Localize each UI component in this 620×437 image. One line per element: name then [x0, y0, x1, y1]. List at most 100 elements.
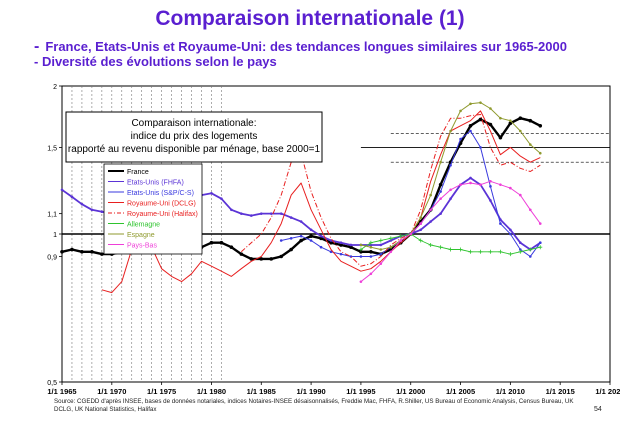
data-point: [499, 222, 502, 225]
y-tick-label: 0,5: [47, 380, 57, 387]
data-point: [369, 255, 373, 258]
chart-title-line: indice du prix des logements: [131, 131, 258, 142]
data-point: [469, 181, 472, 185]
data-point: [419, 216, 422, 219]
data-point: [519, 248, 522, 251]
legend-label: Etats-Unis (S&P/C-S): [127, 190, 194, 197]
data-point: [259, 257, 264, 261]
data-point: [388, 236, 393, 241]
legend-label: Pays-Bas: [127, 243, 157, 250]
y-tick-label: 1: [53, 232, 57, 239]
data-point: [359, 243, 363, 247]
data-point: [299, 234, 303, 238]
data-point: [428, 242, 433, 247]
data-point: [538, 123, 543, 128]
data-point: [469, 129, 472, 133]
data-point: [489, 199, 492, 202]
data-point: [269, 212, 273, 215]
data-point: [90, 208, 94, 212]
data-point: [250, 214, 253, 217]
data-point: [429, 193, 432, 197]
data-point: [239, 252, 244, 256]
data-point: [439, 190, 442, 193]
data-point: [368, 240, 373, 245]
slide-bullets: - France, Etats-Unis et Royaume-Uni: des …: [34, 38, 567, 70]
data-point: [229, 245, 234, 250]
page-number: 54: [594, 406, 602, 413]
data-point: [489, 185, 492, 188]
data-point: [469, 176, 472, 180]
data-point: [279, 254, 284, 259]
bullet-1: - France, Etats-Unis et Royaume-Uni: des …: [34, 38, 567, 55]
data-point: [240, 212, 243, 215]
data-point: [509, 232, 512, 236]
data-point: [329, 250, 333, 254]
y-tick-label: 0,9: [47, 254, 57, 261]
data-point: [499, 183, 502, 186]
data-point: [319, 234, 323, 238]
data-point: [468, 123, 473, 128]
legend-label: Royaume-Uni (Halifax): [127, 211, 198, 218]
data-point: [498, 249, 503, 254]
data-point: [478, 117, 483, 122]
y-tick-label: 1,5: [47, 145, 57, 152]
data-point: [369, 245, 373, 249]
data-point: [528, 255, 532, 258]
data-point: [339, 243, 343, 247]
data-point: [358, 247, 363, 252]
data-point: [60, 188, 64, 192]
data-point: [389, 245, 393, 249]
x-tick-label: 1/1 1995: [346, 387, 375, 396]
data-point: [359, 255, 363, 258]
legend: France Etats-Unis (FHFA) Etats-Unis (S&P/C…: [103, 163, 203, 255]
x-tick-label: 1/1 1990: [296, 387, 325, 396]
data-point: [459, 137, 462, 141]
x-tick-label: 1/1 1985: [247, 387, 276, 396]
data-point: [458, 247, 463, 252]
data-point: [519, 241, 522, 245]
data-point: [489, 179, 492, 183]
data-point: [439, 212, 442, 215]
data-point: [339, 241, 343, 245]
data-point: [468, 249, 473, 254]
legend-frame: [103, 163, 203, 255]
data-point: [389, 239, 393, 242]
data-point: [419, 222, 422, 225]
data-point: [479, 183, 482, 186]
data-point: [438, 245, 443, 250]
data-point: [528, 143, 532, 146]
legend-label: Etats-Unis (FHFA): [127, 180, 184, 187]
chart-title-line: rapporté au revenu disponible par ménage…: [68, 144, 321, 155]
data-point: [80, 250, 84, 254]
data-point: [100, 252, 104, 256]
data-point: [70, 195, 74, 199]
data-point: [399, 239, 403, 242]
data-point: [538, 241, 542, 245]
data-point: [449, 188, 452, 192]
data-point: [319, 245, 323, 249]
data-point: [230, 208, 233, 212]
data-point: [289, 237, 293, 240]
data-point: [518, 249, 523, 254]
data-point: [359, 280, 363, 283]
data-point: [359, 250, 363, 254]
x-tick-label: 1/1 1975: [147, 387, 176, 396]
data-point: [489, 107, 492, 110]
bullet-2: - Diversité des évolutions selon le pays: [34, 54, 277, 69]
legend-label: Espagne: [127, 232, 155, 239]
data-point: [509, 119, 512, 123]
data-point: [329, 240, 333, 245]
data-point: [459, 183, 462, 186]
data-point: [488, 249, 493, 254]
data-point: [309, 239, 313, 242]
data-point: [538, 151, 542, 155]
data-point: [379, 262, 383, 266]
data-point: [519, 129, 522, 133]
data-point: [309, 228, 313, 232]
data-point: [429, 208, 432, 212]
data-point: [220, 197, 223, 200]
bullet-1-marker: -: [34, 38, 40, 55]
data-point: [369, 243, 373, 247]
data-point: [209, 240, 214, 245]
data-point: [379, 243, 383, 247]
